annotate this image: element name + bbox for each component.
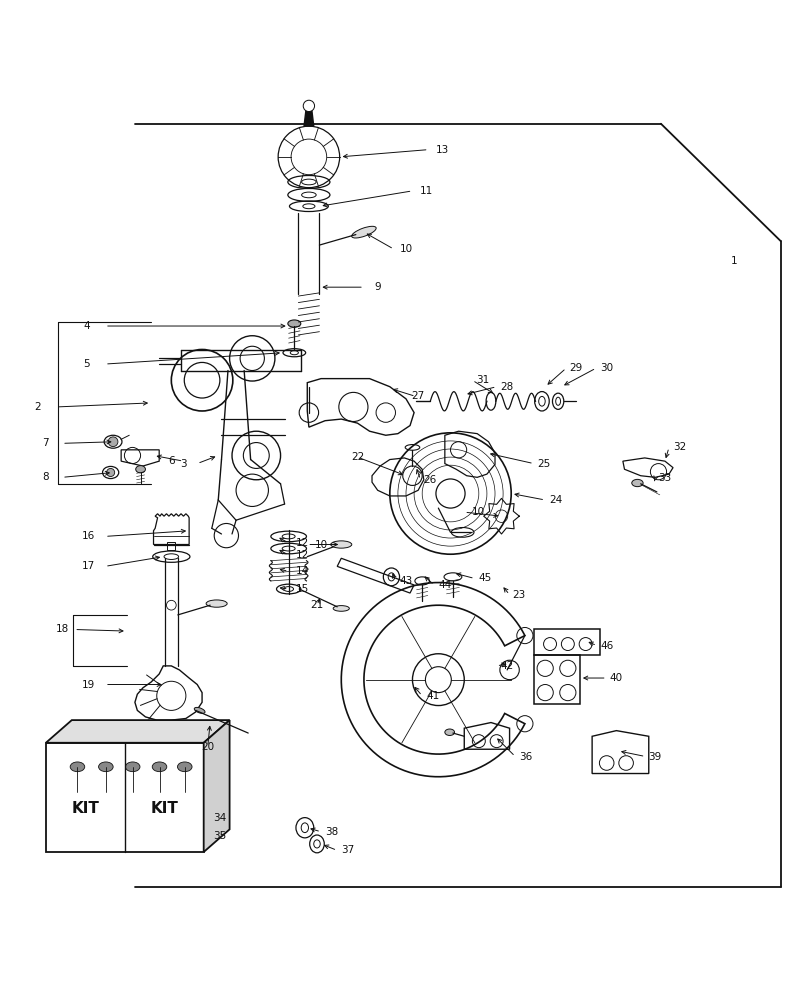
Text: 16: 16 (82, 531, 95, 541)
Text: 37: 37 (341, 845, 354, 855)
Polygon shape (204, 720, 230, 852)
Ellipse shape (178, 762, 192, 772)
Text: 19: 19 (82, 680, 95, 690)
Ellipse shape (287, 320, 300, 327)
Text: 26: 26 (423, 475, 436, 485)
Polygon shape (46, 720, 230, 743)
Ellipse shape (98, 762, 113, 772)
Text: 44: 44 (438, 580, 451, 590)
Text: 15: 15 (295, 584, 309, 594)
Circle shape (108, 437, 118, 447)
Text: 42: 42 (500, 661, 513, 671)
Ellipse shape (444, 729, 454, 735)
Text: 34: 34 (213, 813, 226, 823)
Ellipse shape (152, 762, 166, 772)
Text: 11: 11 (419, 186, 432, 196)
Text: 21: 21 (310, 600, 324, 610)
Text: 36: 36 (518, 752, 532, 762)
Text: 31: 31 (476, 375, 489, 385)
Text: 27: 27 (411, 391, 424, 401)
Text: 35: 35 (213, 831, 226, 841)
Text: 43: 43 (399, 576, 412, 586)
Text: 10: 10 (314, 540, 327, 550)
Text: 28: 28 (500, 382, 513, 392)
Text: 20: 20 (201, 742, 214, 752)
Text: 17: 17 (82, 561, 95, 571)
Text: 22: 22 (350, 452, 363, 462)
Text: 30: 30 (599, 363, 612, 373)
Text: 25: 25 (536, 459, 550, 469)
Text: 2: 2 (34, 402, 41, 412)
Text: 18: 18 (55, 624, 69, 634)
Text: 8: 8 (42, 472, 49, 482)
Text: KIT: KIT (150, 801, 178, 816)
Text: 10: 10 (399, 244, 412, 254)
Ellipse shape (125, 762, 139, 772)
Text: 14: 14 (295, 566, 309, 576)
Text: 6: 6 (168, 456, 174, 466)
Ellipse shape (351, 226, 375, 238)
Circle shape (303, 100, 314, 112)
Ellipse shape (333, 606, 349, 611)
Text: 41: 41 (426, 691, 439, 701)
Text: 4: 4 (83, 321, 89, 331)
Text: 12: 12 (295, 538, 309, 548)
Ellipse shape (206, 600, 227, 607)
Text: 39: 39 (648, 752, 661, 762)
Bar (167, 542, 175, 550)
Text: 33: 33 (658, 473, 671, 483)
Bar (46, 743, 204, 852)
Text: 40: 40 (609, 673, 622, 683)
Circle shape (106, 468, 114, 477)
Text: 5: 5 (83, 359, 89, 369)
Text: 45: 45 (478, 573, 491, 583)
Text: 9: 9 (374, 282, 380, 292)
Ellipse shape (631, 479, 642, 487)
Text: 7: 7 (42, 438, 49, 448)
Text: 29: 29 (569, 363, 581, 373)
Text: 10: 10 (472, 507, 485, 517)
Ellipse shape (135, 466, 145, 473)
Ellipse shape (194, 707, 205, 713)
Text: 3: 3 (180, 459, 187, 469)
Ellipse shape (70, 762, 84, 772)
Text: 1: 1 (730, 256, 736, 266)
Text: 32: 32 (672, 442, 685, 452)
Text: 24: 24 (548, 495, 562, 505)
Ellipse shape (330, 541, 351, 548)
Text: 12: 12 (295, 550, 309, 560)
Text: KIT: KIT (71, 801, 99, 816)
Polygon shape (303, 106, 313, 126)
Text: 13: 13 (436, 145, 448, 155)
Text: 46: 46 (599, 641, 612, 651)
Text: 23: 23 (512, 590, 526, 600)
Text: 38: 38 (324, 827, 337, 837)
